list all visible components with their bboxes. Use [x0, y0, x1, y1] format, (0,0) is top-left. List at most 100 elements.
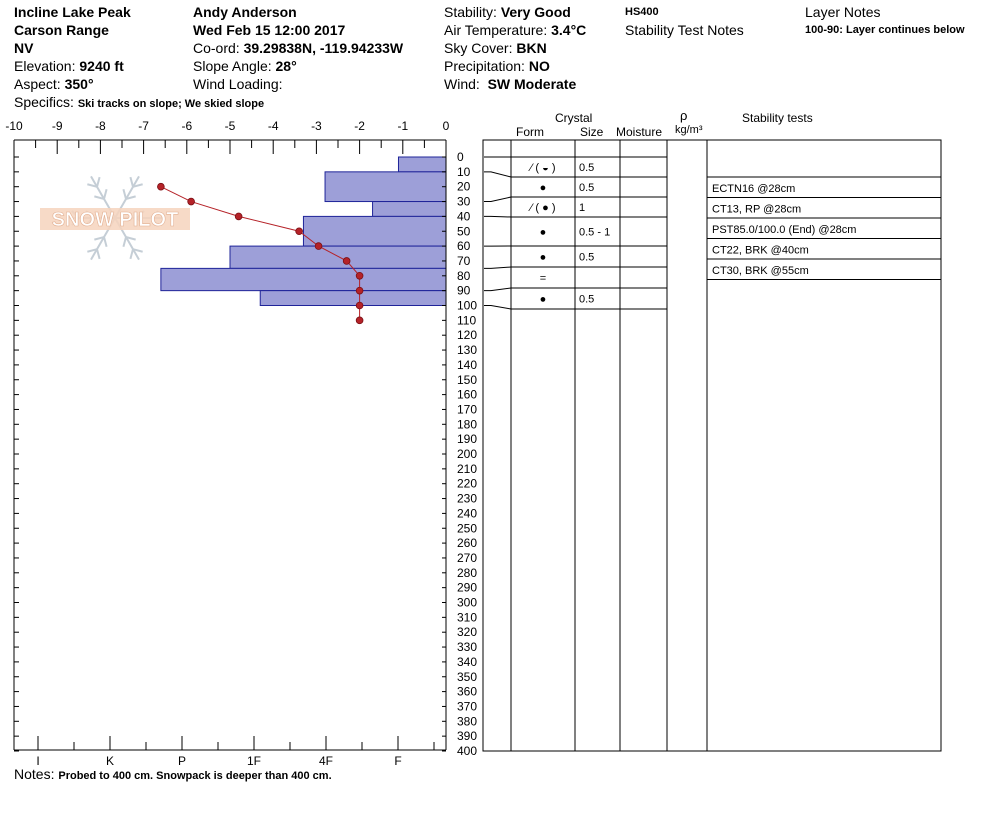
temperature-point — [234, 212, 243, 221]
temperature-point — [355, 271, 364, 280]
depth-label: 110 — [457, 313, 476, 327]
coord-row: Co-ord: 39.29838N, -119.94233W — [193, 41, 403, 55]
depth-label: 20 — [457, 180, 471, 194]
depth-label: 270 — [457, 551, 477, 565]
depth-label: 210 — [457, 462, 477, 476]
depth-label: 290 — [457, 581, 477, 595]
depth-label: 160 — [457, 388, 477, 402]
notes-row: Notes: Probed to 400 cm. Snowpack is dee… — [14, 767, 332, 782]
crystal-form: ● — [540, 227, 547, 239]
form-header: Form — [516, 125, 544, 139]
temperature-tick-label: -3 — [311, 119, 322, 133]
snowflake-branch — [94, 236, 105, 241]
temperature-tick-label: 0 — [443, 119, 450, 133]
notes-value: Probed to 400 cm. Snowpack is deeper tha… — [58, 770, 332, 782]
crystal-size: 0.5 — [579, 294, 594, 306]
depth-label: 140 — [457, 358, 477, 372]
stability-row: Stability: Very Good — [444, 5, 571, 19]
temperature-tick-label: -1 — [397, 119, 408, 133]
depth-label: 250 — [457, 521, 477, 535]
crystal-size: 0.5 — [579, 182, 594, 194]
specifics-row: Specifics: Ski tracks on slope; We skied… — [14, 95, 264, 110]
wind-row: Wind: SW Moderate — [444, 77, 576, 91]
hardness-tick-label: 4F — [319, 754, 333, 768]
hardness-bar — [397, 156, 447, 173]
sky-value: BKN — [516, 40, 547, 56]
stability-test-notes-title: Stability Test Notes — [625, 22, 744, 38]
crystal-form: ● — [540, 294, 547, 306]
stability-test-result: CT22, BRK @40cm — [712, 245, 809, 257]
depth-label: 70 — [457, 254, 471, 268]
depth-label: 90 — [457, 284, 471, 298]
layer-table-border — [482, 139, 942, 752]
snowflake-branch — [103, 236, 108, 247]
depth-label: 170 — [457, 402, 477, 416]
depth-label: 30 — [457, 195, 471, 209]
hardness-bar — [160, 267, 447, 292]
precip-label: Precipitation: — [444, 58, 525, 74]
layer-notes-title: Layer Notes — [805, 4, 881, 20]
specifics-value: Ski tracks on slope; We skied slope — [77, 98, 265, 110]
depth-label: 60 — [457, 239, 471, 253]
temperature-tick-label: -5 — [225, 119, 236, 133]
depth-label: 100 — [457, 299, 477, 313]
depth-label: 300 — [457, 596, 477, 610]
temperature-tick-label: -2 — [354, 119, 365, 133]
depth-label: 370 — [457, 699, 477, 713]
watermark-text: SNOW PILOT — [52, 209, 179, 231]
slope-value: 28° — [275, 58, 297, 74]
hardness-tick-label: 1F — [247, 754, 261, 768]
temperature-point — [342, 257, 351, 265]
snowflake-branch — [132, 183, 143, 188]
temperature-tick-label: -4 — [268, 119, 279, 133]
hardness-tick-label: I — [36, 754, 39, 768]
slope-label: Slope Angle: — [193, 58, 272, 74]
hardness-bar — [259, 290, 447, 306]
snowflake-branch — [96, 248, 101, 260]
temperature-tick-label: -6 — [181, 119, 192, 133]
state: NV — [14, 40, 34, 56]
snowflake-branch — [87, 183, 98, 188]
stability-label: Stability: — [444, 4, 497, 20]
depth-label: 50 — [457, 224, 471, 238]
snowflake-branch — [125, 236, 136, 241]
wind-loading-label: Wind Loading: — [193, 76, 283, 92]
layer-note: 100-90: Layer continues below — [805, 24, 965, 36]
stability-value: Very Good — [500, 4, 571, 20]
watermark-band — [40, 208, 190, 230]
crystal-size: 0.5 — [579, 252, 594, 264]
depth-label: 330 — [457, 640, 477, 654]
elevation-label: Elevation: — [14, 58, 76, 74]
hardness-tick-label: K — [106, 754, 114, 768]
depth-label: 340 — [457, 655, 477, 669]
temperature-tick-label: -10 — [5, 119, 23, 133]
layer-link-line — [484, 171, 512, 178]
depth-label: 350 — [457, 670, 477, 684]
precip-value: NO — [528, 58, 550, 74]
observer-name: Andy Anderson — [193, 4, 297, 20]
coord-label: Co-ord: — [193, 40, 240, 56]
depth-label: 320 — [457, 625, 477, 639]
slope-row: Slope Angle: 28° — [193, 59, 297, 73]
snowflake-branch — [132, 248, 143, 253]
wind-value: SW Moderate — [487, 76, 577, 92]
notes-label: Notes: — [14, 766, 55, 782]
air-temp-row: Air Temperature: 3.4°C — [444, 23, 586, 37]
hardness-bar — [372, 201, 447, 217]
depth-label: 390 — [457, 729, 477, 743]
aspect-row: Aspect: 350° — [14, 77, 94, 91]
sky-label: Sky Cover: — [444, 40, 513, 56]
crystal-form: = — [540, 273, 546, 285]
layer-link-line — [484, 196, 512, 203]
hardness-bar — [229, 245, 447, 269]
aspect-label: Aspect: — [14, 76, 61, 92]
depth-label: 380 — [457, 714, 477, 728]
crystal-form: ● — [540, 182, 547, 194]
air-temp-label: Air Temperature: — [444, 22, 548, 38]
density-symbol: ρ — [680, 108, 688, 123]
air-temp-value: 3.4°C — [551, 22, 587, 38]
depth-label: 200 — [457, 447, 477, 461]
snowflake-branch — [122, 236, 127, 247]
temperature-point — [355, 286, 364, 295]
